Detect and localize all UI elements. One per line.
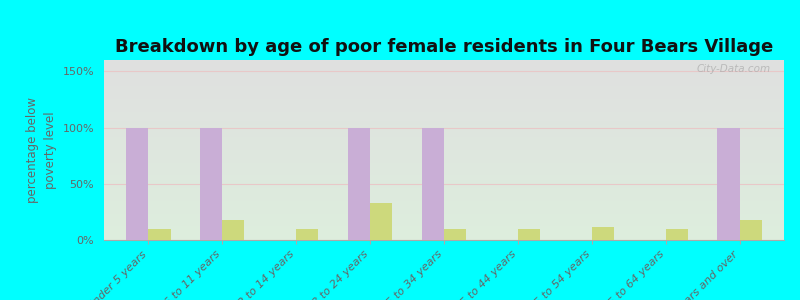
- Bar: [370, 203, 392, 240]
- Bar: [740, 220, 762, 240]
- Bar: [200, 128, 222, 240]
- Bar: [296, 229, 318, 240]
- Bar: [518, 229, 540, 240]
- Bar: [666, 229, 688, 240]
- Bar: [422, 128, 444, 240]
- Bar: [592, 226, 614, 240]
- Bar: [222, 220, 245, 240]
- Title: Breakdown by age of poor female residents in Four Bears Village: Breakdown by age of poor female resident…: [115, 38, 773, 56]
- Bar: [126, 128, 148, 240]
- Y-axis label: percentage below
poverty level: percentage below poverty level: [26, 97, 57, 203]
- Bar: [444, 229, 466, 240]
- Bar: [148, 229, 170, 240]
- Bar: [718, 128, 740, 240]
- Bar: [348, 128, 370, 240]
- Text: City-Data.com: City-Data.com: [696, 64, 770, 74]
